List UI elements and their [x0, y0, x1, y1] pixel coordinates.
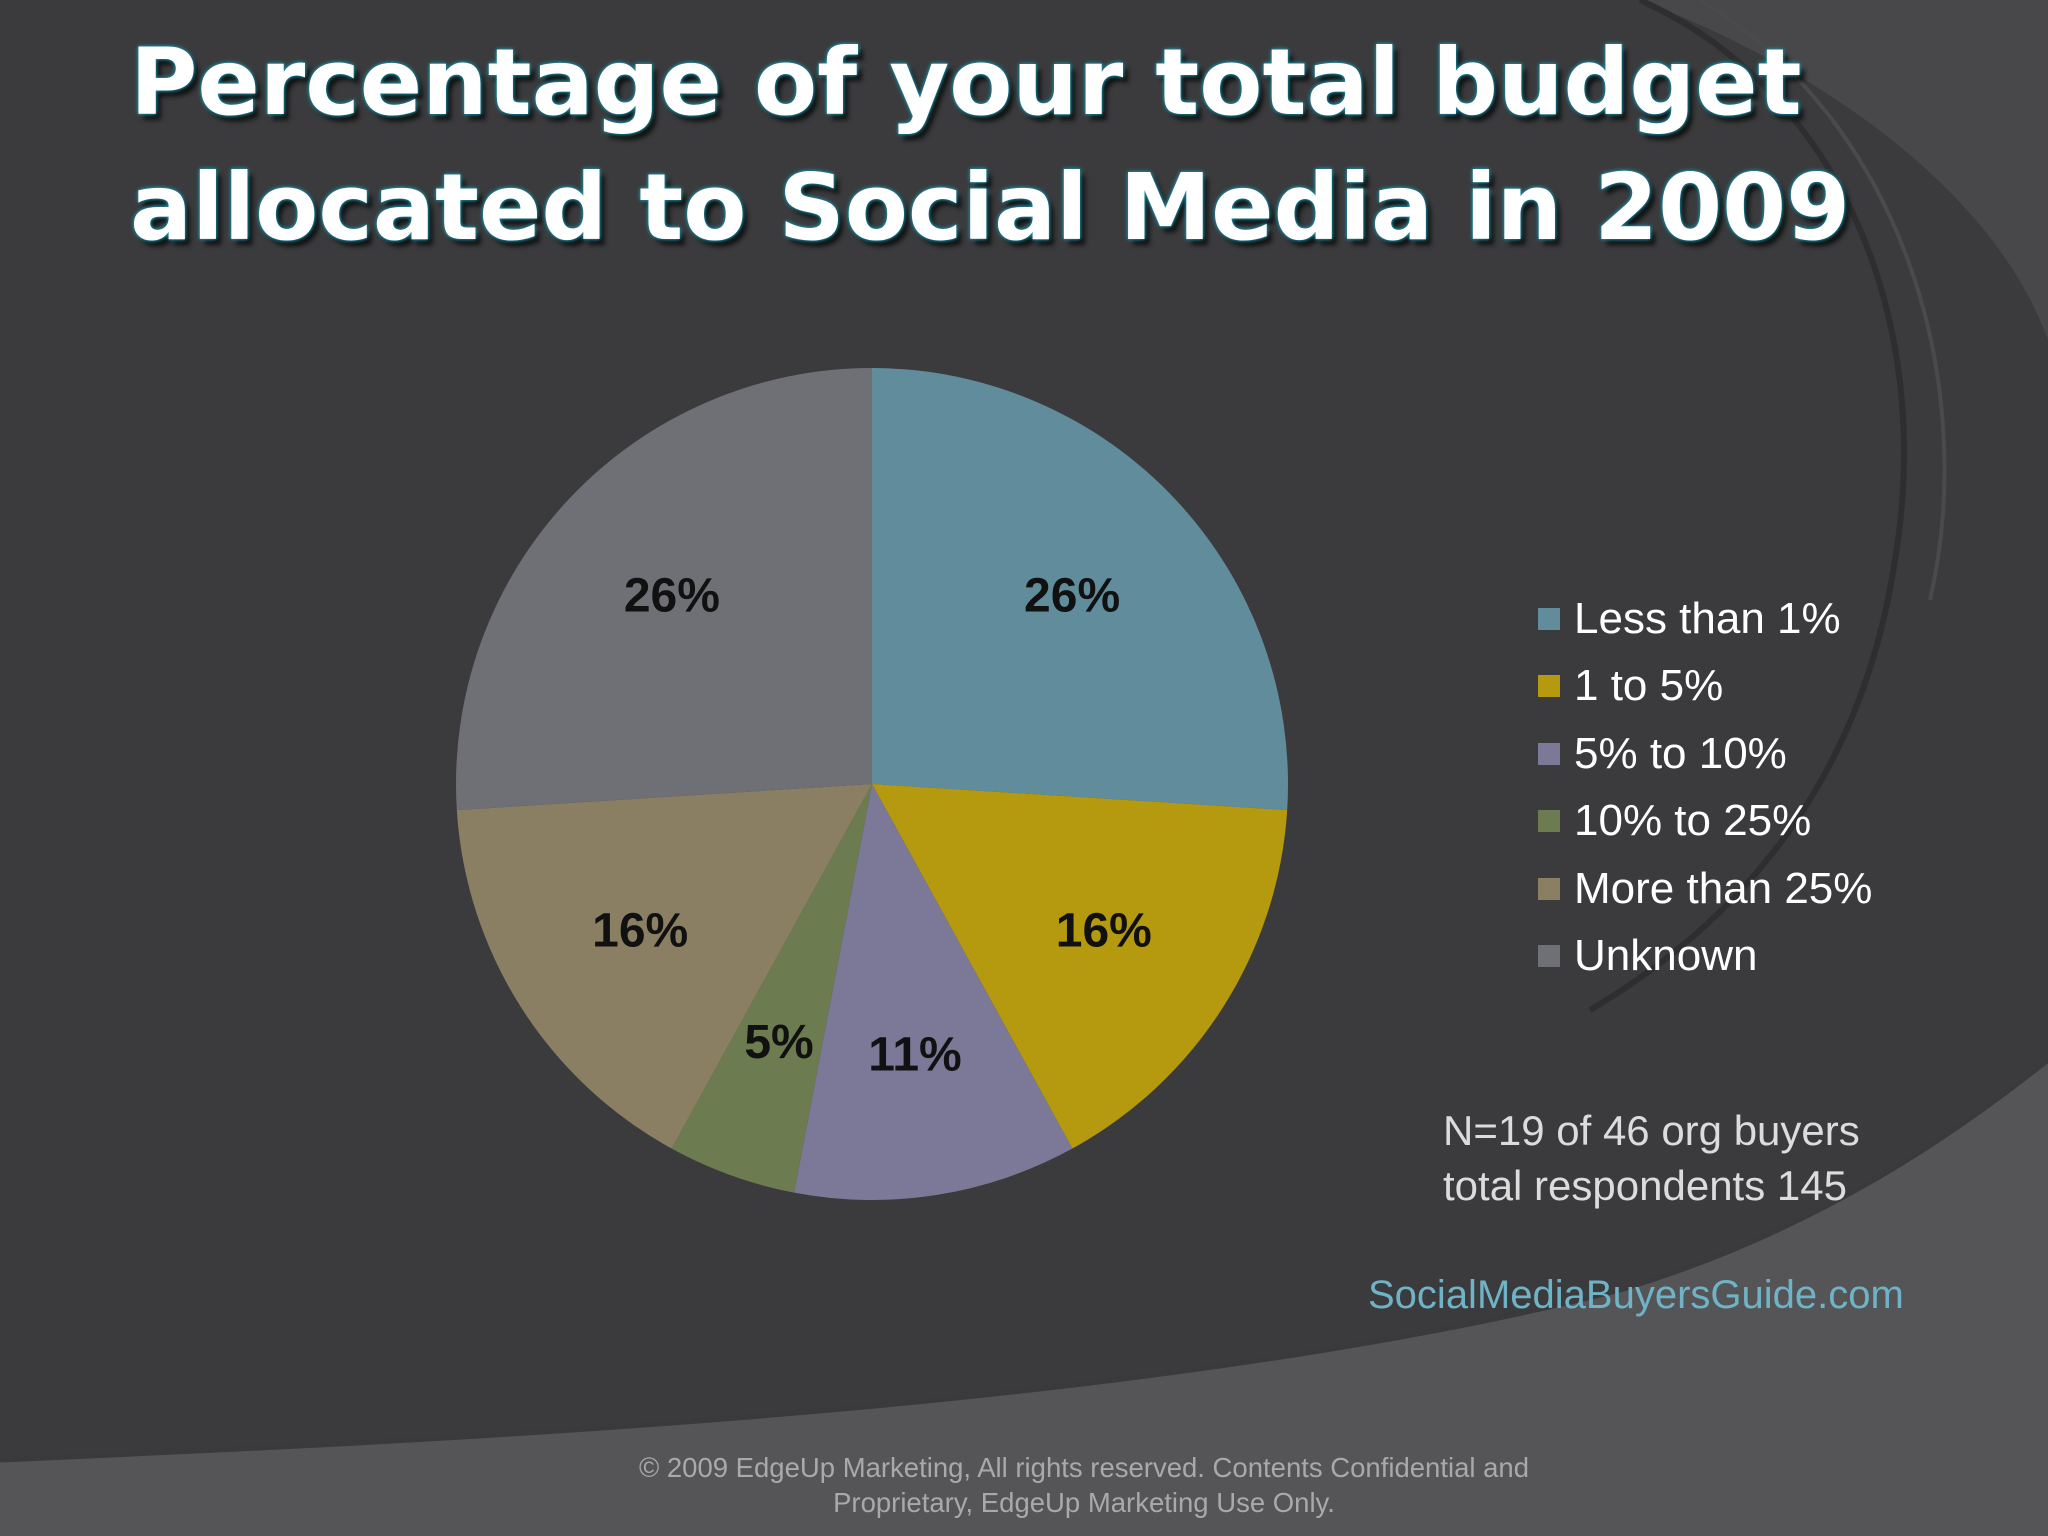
pie-slice-1-to-5	[872, 784, 1288, 1149]
site-url: SocialMediaBuyersGuide.com	[1368, 1273, 1904, 1317]
footer-line-2: Proprietary, EdgeUp Marketing Use Only.	[833, 1487, 1335, 1518]
legend-label-unknown: Unknown	[1574, 931, 1758, 981]
pie-slice-10-to-25	[671, 784, 872, 1193]
legend-swatch-10-to-25	[1538, 810, 1560, 833]
title-line-2: allocated to Social Media in 2009	[130, 154, 1851, 261]
legend-label-10-to-25: 10% to 25%	[1574, 796, 1812, 846]
slice-label-1-to-5: 16%	[1056, 905, 1152, 958]
sample-note-line-1: N=19 of 46 org buyers	[1443, 1107, 1860, 1154]
pie-slice-unknown	[455, 368, 872, 811]
legend-swatch-more-than-25	[1538, 877, 1560, 900]
pie-slice-less-than-1	[872, 368, 1289, 811]
legend-swatch-less-than-1	[1538, 607, 1560, 630]
legend-label-5-to-10: 5% to 10%	[1574, 728, 1787, 778]
slice-label-5-to-10: 11%	[868, 1029, 961, 1082]
legend-swatch-unknown	[1538, 945, 1560, 968]
sample-note-line-2: total respondents 145	[1443, 1162, 1847, 1209]
slice-label-unknown: 26%	[624, 570, 720, 623]
legend-item-less-than-1: Less than 1%	[1538, 585, 1872, 653]
pie-slice-more-than-25	[456, 784, 872, 1149]
pie-slice-5-to-10	[794, 784, 1073, 1200]
page-title: Percentage of your total budget allocate…	[130, 20, 1890, 270]
slice-label-10-to-25: 5%	[744, 1016, 813, 1069]
copyright-footer: © 2009 EdgeUp Marketing, All rights rese…	[524, 1450, 1644, 1520]
footer-line-1: © 2009 EdgeUp Marketing, All rights rese…	[638, 1452, 1530, 1483]
legend-label-1-to-5: 1 to 5%	[1574, 661, 1724, 711]
legend-swatch-5-to-10	[1538, 742, 1560, 765]
legend-item-1-to-5: 1 to 5%	[1538, 653, 1872, 721]
slice-label-less-than-1: 26%	[1024, 570, 1120, 623]
legend-label-more-than-25: More than 25%	[1574, 863, 1873, 913]
legend-swatch-1-to-5	[1538, 675, 1560, 698]
legend-item-unknown: Unknown	[1538, 923, 1872, 991]
legend-item-10-to-25: 10% to 25%	[1538, 788, 1872, 856]
legend-item-more-than-25: More than 25%	[1538, 855, 1872, 923]
legend-label-less-than-1: Less than 1%	[1574, 593, 1841, 643]
chart-legend: Less than 1% 1 to 5% 5% to 10% 10% to 25…	[1538, 585, 1872, 990]
slice-label-more-than-25: 16%	[592, 905, 688, 958]
legend-item-5-to-10: 5% to 10%	[1538, 720, 1872, 788]
title-line-1: Percentage of your total budget	[130, 29, 1802, 136]
sample-size-note: N=19 of 46 org buyers total respondents …	[1443, 1103, 2003, 1213]
